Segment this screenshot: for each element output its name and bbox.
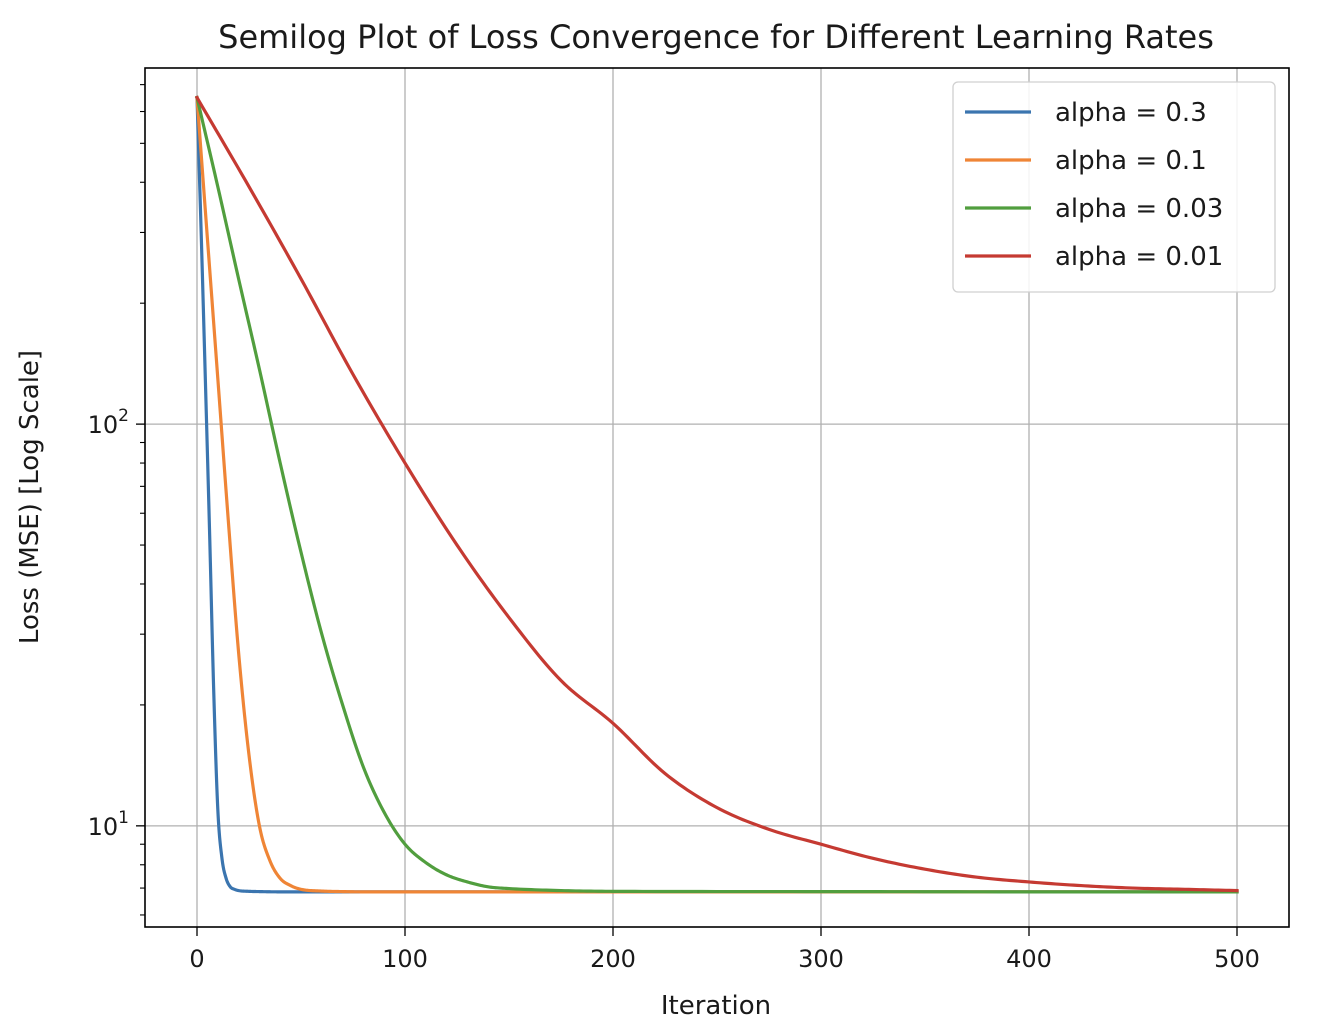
- y-tick-label: 101: [88, 808, 129, 841]
- y-axis-label: Loss (MSE) [Log Scale]: [15, 350, 45, 644]
- series-line-3: [195, 95, 1239, 894]
- legend-label: alpha = 0.03: [1055, 194, 1223, 224]
- grid-layer: [145, 68, 1289, 927]
- x-tick-label: 200: [590, 945, 636, 973]
- x-tick-label: 500: [1214, 945, 1260, 973]
- x-tick-label: 100: [382, 945, 428, 973]
- chart-title: Semilog Plot of Loss Convergence for Dif…: [218, 18, 1214, 56]
- y-tick-label: 102: [88, 406, 129, 439]
- x-tick-label: 400: [1006, 945, 1052, 973]
- legend-label: alpha = 0.01: [1055, 242, 1223, 272]
- x-axis-label: Iteration: [661, 991, 771, 1021]
- tick-layer: 0 100 200 300 400 500 101 102: [88, 84, 1260, 973]
- legend-label: alpha = 0.1: [1055, 146, 1207, 176]
- legend: alpha = 0.3 alpha = 0.1 alpha = 0.03 alpha …: [952, 81, 1276, 293]
- x-tick-label: 300: [798, 945, 844, 973]
- plot-area-frame: [144, 67, 1290, 928]
- legend-box: [952, 81, 1276, 293]
- series-layer: [194, 95, 1239, 894]
- x-tick-label: 0: [189, 945, 204, 973]
- series-line-4: [194, 95, 1239, 893]
- legend-label: alpha = 0.3: [1055, 98, 1207, 128]
